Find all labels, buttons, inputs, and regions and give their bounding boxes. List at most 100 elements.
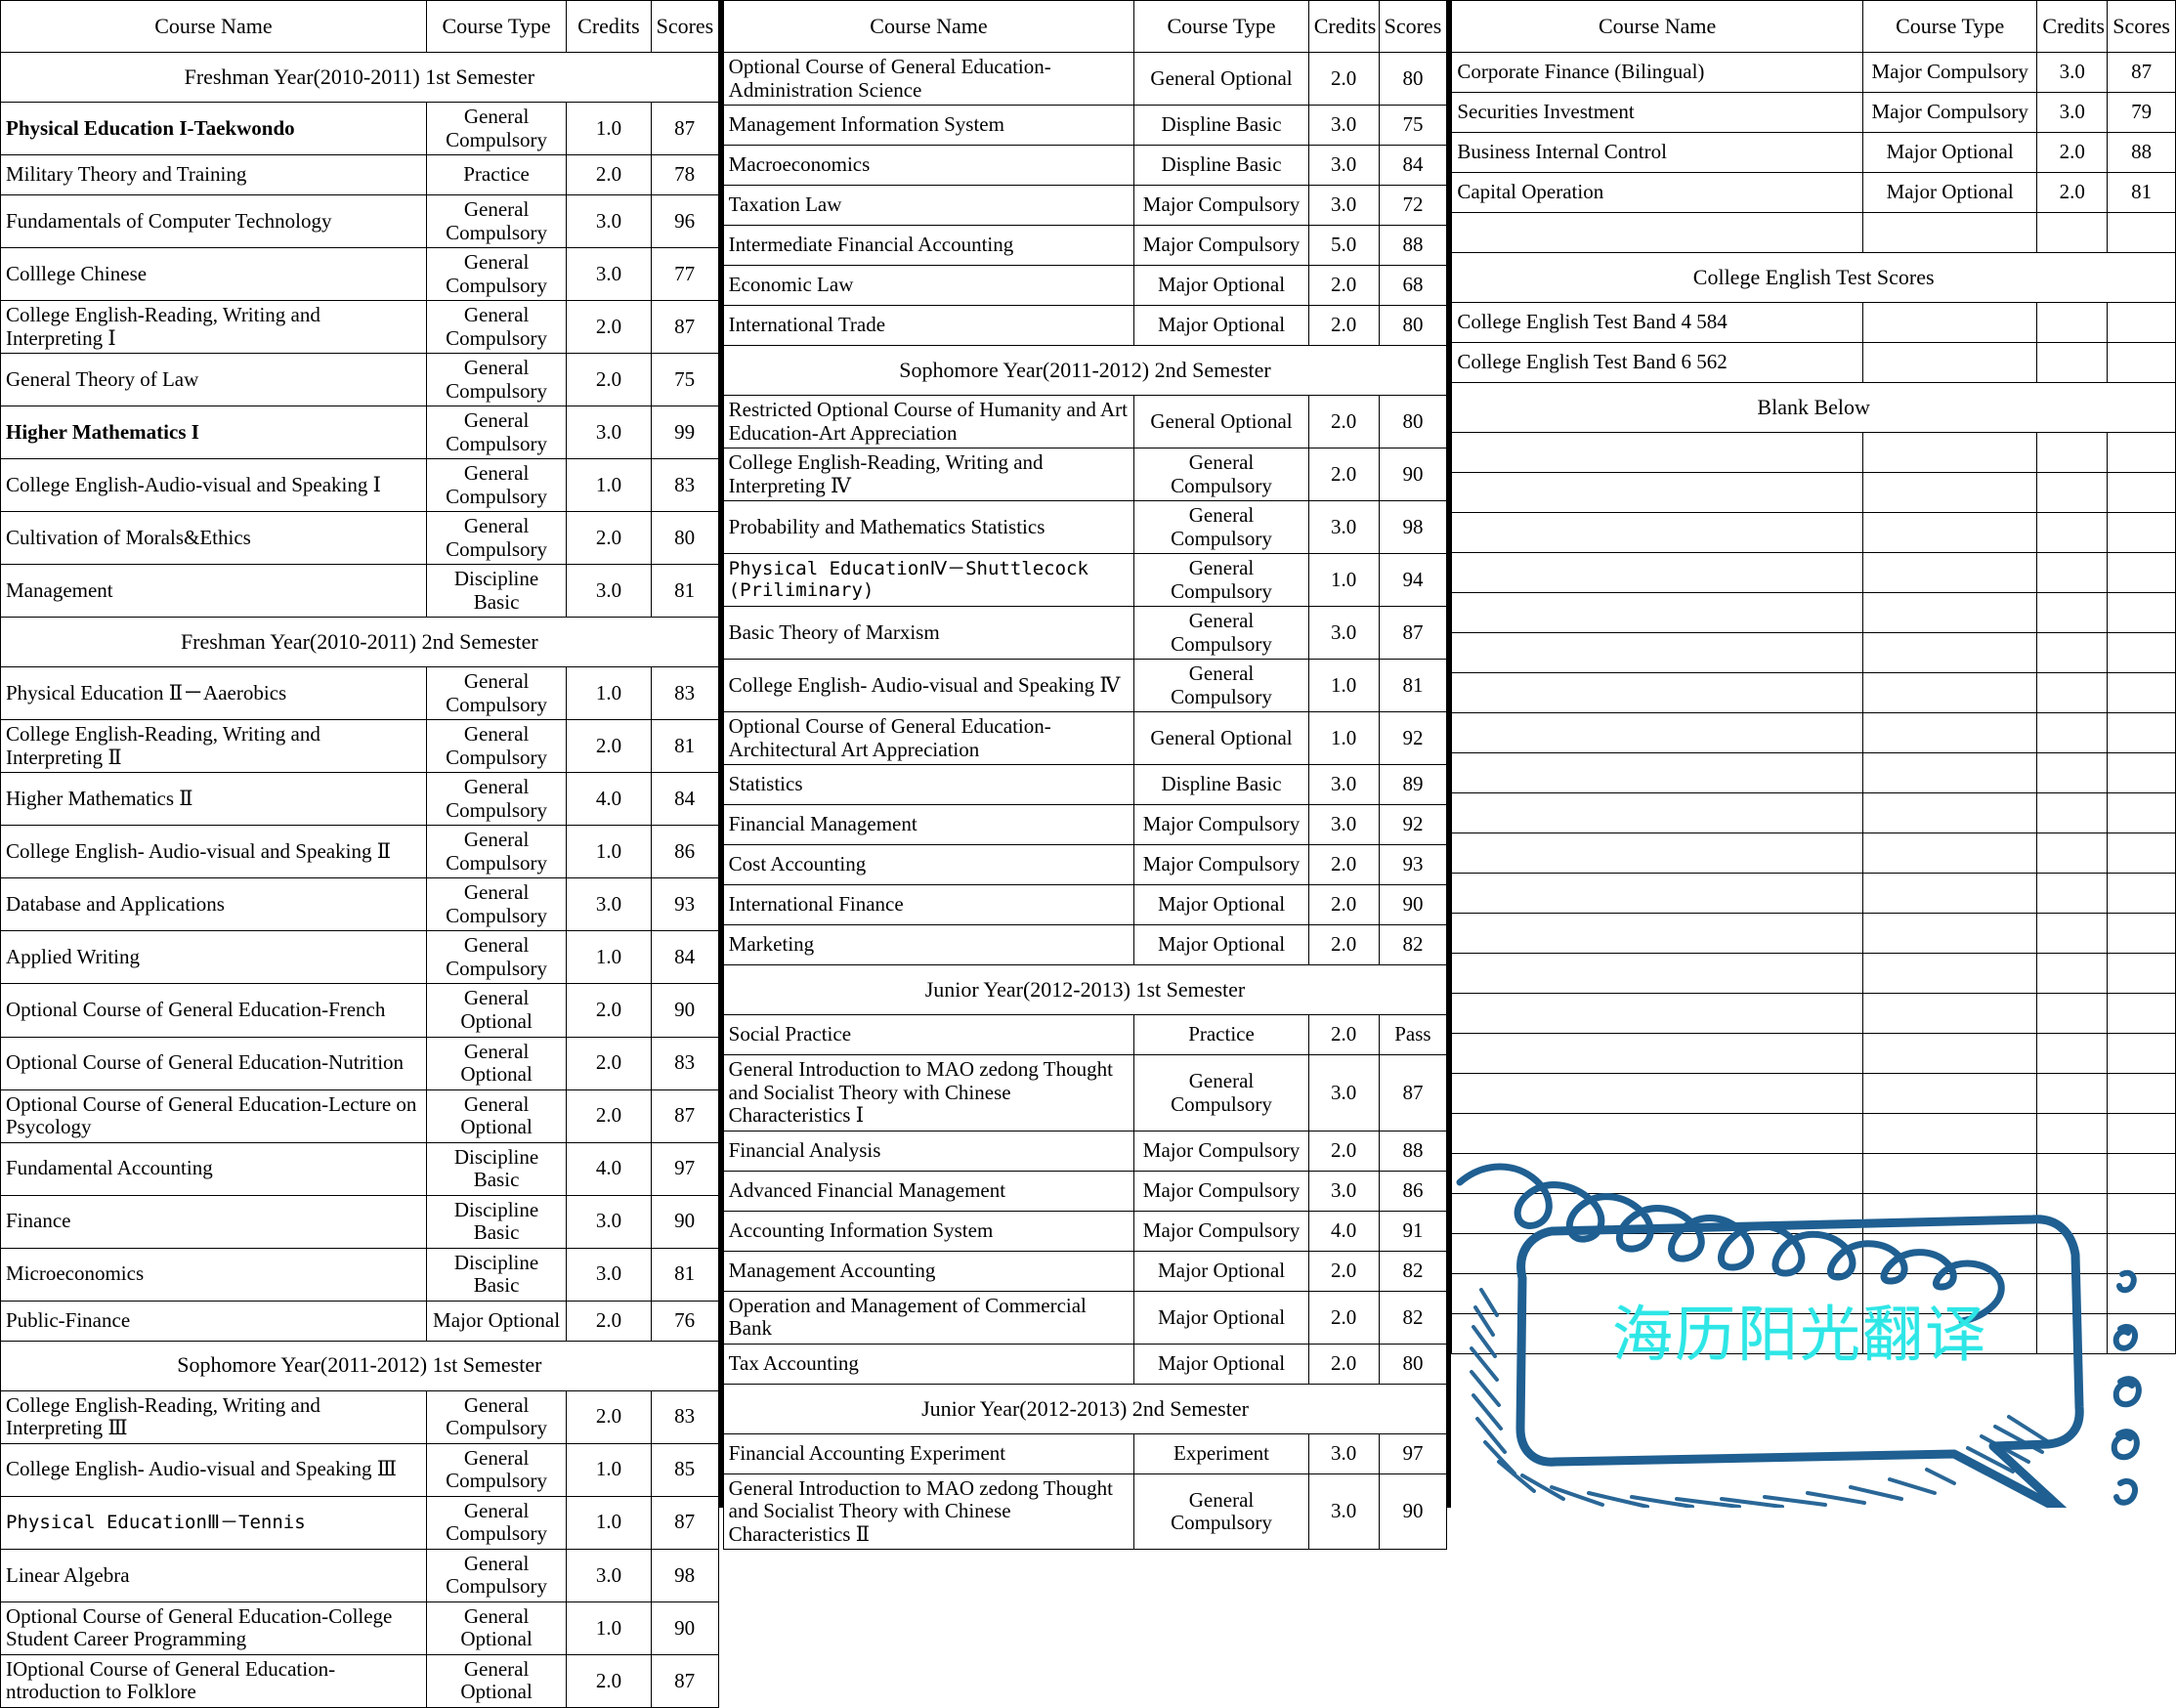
course-row: General Theory of Law General Compulsory 2… (0, 353, 719, 407)
course-name-cell (1451, 913, 1863, 954)
course-row (1451, 592, 2176, 633)
course-type-cell: General Optional (425, 1036, 568, 1090)
course-row: Management Information System Displine Ba… (722, 105, 1448, 147)
credits-cell (2036, 342, 2109, 383)
score-cell: 76 (650, 1300, 719, 1342)
course-row (1451, 1113, 2176, 1154)
credits-cell (2036, 632, 2109, 673)
credits-cell: 3.0 (1307, 105, 1380, 147)
semester-header-row: College English Test Scores (1451, 252, 2176, 303)
course-name-cell (1451, 833, 1863, 874)
semester-label: Sophomore Year(2011-2012) 2nd Semester (722, 345, 1448, 397)
score-cell: 85 (650, 1442, 719, 1497)
course-type-cell: Discipline Basic (425, 564, 568, 619)
credits-cell (2036, 1033, 2109, 1074)
course-type-cell: Major Optional (425, 1300, 568, 1342)
course-type-cell (1861, 302, 2038, 343)
course-type-cell (1861, 993, 2038, 1034)
course-name-cell: Cost Accounting (722, 844, 1135, 886)
semester-label: College English Test Scores (1451, 252, 2176, 303)
course-type-cell (1861, 1033, 2038, 1074)
credits-cell: 2.0 (1307, 1290, 1380, 1345)
course-type-cell (1861, 672, 2038, 713)
course-type-cell: Discipline Basic (425, 1247, 568, 1302)
course-type-cell: Major Optional (1133, 1343, 1309, 1385)
credits-cell (2036, 873, 2109, 914)
credits-cell (2036, 1193, 2109, 1234)
course-type-cell: General Compulsory (1133, 1054, 1309, 1132)
course-type-cell: General Optional (1133, 51, 1309, 107)
course-name-cell (1451, 1113, 1863, 1154)
score-cell: 80 (650, 511, 719, 566)
credits-cell: 1.0 (566, 1442, 652, 1497)
course-row (1451, 672, 2176, 713)
course-name-cell (1451, 512, 1863, 553)
score-cell: 81 (650, 719, 719, 774)
course-type-cell: General Compulsory (425, 877, 568, 932)
credits-cell: 1.0 (566, 930, 652, 985)
course-type-cell: Major Compulsory (1861, 92, 2038, 133)
credits-cell (2036, 1313, 2109, 1354)
course-name-cell: Higher Mathematics I (0, 406, 427, 460)
course-type-cell: General Compulsory (425, 101, 568, 156)
score-cell: 98 (1378, 500, 1448, 555)
course-row: College English Test Band 6 562 (1451, 342, 2176, 383)
score-cell: 79 (2107, 92, 2176, 133)
score-cell: 80 (1378, 51, 1448, 107)
course-row (1451, 472, 2176, 513)
course-type-cell: General Compulsory (425, 772, 568, 827)
course-name-cell: General Introduction to MAO zedong Thoug… (722, 1054, 1135, 1132)
course-row: Financial Analysis Major Compulsory 2.0 88 (722, 1130, 1448, 1172)
course-name-cell: Fundamentals of Computer Technology (0, 194, 427, 249)
course-type-cell (1861, 342, 2038, 383)
course-name-cell (1451, 712, 1863, 753)
score-cell (2107, 472, 2176, 513)
credits-cell: 3.0 (1307, 185, 1380, 227)
transcript-panel-left: Course Name Course Type Credits Scores Fresh… (0, 0, 719, 1708)
semester-label: Junior Year(2012-2013) 2nd Semester (722, 1383, 1448, 1434)
course-name-cell: Advanced Financial Management (722, 1170, 1135, 1212)
course-row: Military Theory and Training Practice 2.0 7… (0, 154, 719, 196)
credits-cell (2036, 913, 2109, 954)
course-name-cell (1451, 1233, 1863, 1274)
semester-header-row: Blank Below (1451, 382, 2176, 433)
score-cell: 88 (2107, 132, 2176, 173)
score-cell: 92 (1378, 804, 1448, 846)
course-type-cell: General Optional (425, 1601, 568, 1655)
score-cell: 81 (2107, 172, 2176, 213)
course-row: Macroeconomics Displine Basic 3.0 84 (722, 145, 1448, 187)
course-row: Higher Mathematics Ⅱ General Compulsory 4.… (0, 772, 719, 827)
course-name-cell: Macroeconomics (722, 145, 1135, 187)
course-name-cell: Optional Course of General Education-Col… (0, 1601, 427, 1655)
course-row: College English Test Band 4 584 (1451, 302, 2176, 343)
course-name-cell: Fundamental Accounting (0, 1141, 427, 1196)
course-type-cell: Major Compulsory (1133, 225, 1309, 267)
credits-cell: 2.0 (566, 983, 652, 1038)
course-type-cell: Experiment (1133, 1432, 1309, 1474)
table-body-middle: Course Name Course Type Credits Scores Optio… (722, 0, 1448, 1551)
course-row: Cultivation of Morals&Ethics General Comp… (0, 511, 719, 566)
course-name-cell (1451, 592, 1863, 633)
course-name-cell: International Finance (722, 884, 1135, 926)
course-type-cell: Major Optional (1133, 1290, 1309, 1345)
credits-cell: 2.0 (1307, 448, 1380, 502)
credits-cell: 3.0 (566, 1194, 652, 1249)
course-type-cell (1861, 1313, 2038, 1354)
score-cell: 98 (650, 1548, 719, 1602)
course-row: Financial Accounting Experiment Experimen… (722, 1432, 1448, 1474)
course-row: Optional Course of General Education-Arc… (722, 711, 1448, 766)
course-type-cell (1861, 873, 2038, 914)
course-row (1451, 1273, 2176, 1314)
score-cell: 93 (650, 877, 719, 932)
score-cell (2107, 432, 2176, 473)
course-type-cell (1861, 432, 2038, 473)
course-row: Finance Discipline Basic 3.0 90 (0, 1194, 719, 1249)
course-name-cell: College English- Audio-visual and Speaki… (722, 659, 1135, 713)
semester-label: Junior Year(2012-2013) 1st Semester (722, 964, 1448, 1016)
course-row (1451, 792, 2176, 833)
score-cell (2107, 552, 2176, 593)
score-cell (2107, 953, 2176, 994)
credits-cell: 1.0 (1307, 659, 1380, 713)
credits-cell: 3.0 (566, 564, 652, 619)
